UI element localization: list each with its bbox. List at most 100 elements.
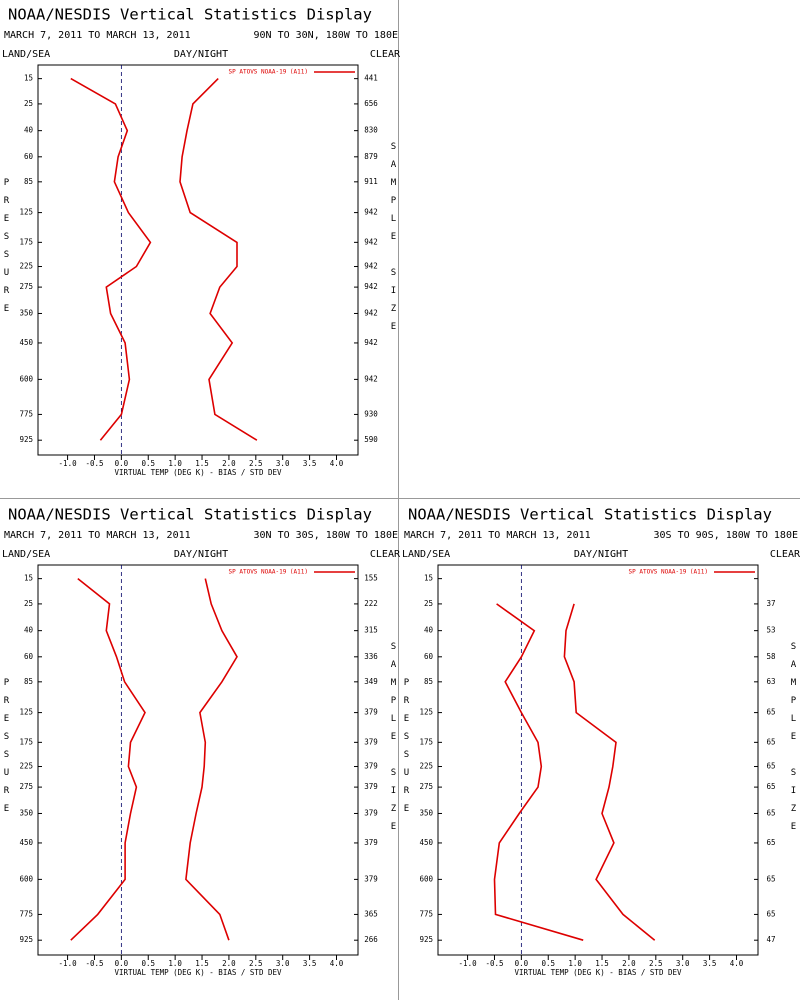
sample-size-label: 379	[364, 874, 378, 883]
sample-size-label: 942	[364, 262, 378, 271]
sample-size-label: 942	[364, 308, 378, 317]
y-tick-label: 60	[24, 152, 34, 161]
y-tick-label: 25	[24, 599, 33, 608]
x-tick-label: 3.0	[676, 959, 690, 968]
sample-size-label: 911	[364, 177, 378, 186]
left-label: LAND/SEA	[402, 549, 450, 560]
x-tick-label: 1.0	[168, 459, 182, 468]
sample-size-label: 590	[364, 435, 378, 444]
sample-size-label: 47	[766, 935, 775, 944]
sample-size-label: 656	[364, 99, 378, 108]
panel: NOAA/NESDIS Vertical Statistics Display M…	[2, 506, 401, 978]
x-tick-label: 3.0	[276, 459, 290, 468]
left-label: LAND/SEA	[2, 549, 50, 560]
x-tick-label: 0.5	[541, 959, 555, 968]
y-tick-label: 275	[419, 782, 433, 791]
data-line	[179, 78, 258, 441]
sample-size-label: 65	[766, 808, 775, 817]
x-axis-label: VIRTUAL TEMP (DEG K) - BIAS / STD DEV	[114, 968, 282, 977]
x-tick-label: 1.5	[195, 959, 209, 968]
sample-size-label: 942	[364, 374, 378, 383]
legend-label: SP ATOVS NOAA-19 (A11)	[629, 569, 708, 576]
sample-size-label: 65	[766, 838, 775, 847]
sample-size-label: 942	[364, 282, 378, 291]
region: 30N TO 30S, 180W TO 180E	[254, 530, 399, 541]
x-tick-label: 3.5	[703, 959, 717, 968]
x-tick-label: 2.0	[622, 959, 636, 968]
x-tick-label: 3.5	[303, 959, 317, 968]
subtitle: MARCH 7, 2011 TO MARCH 13, 2011	[4, 530, 191, 541]
plot-frame	[437, 564, 759, 956]
y-tick-label: 600	[19, 374, 33, 383]
y-tick-label: 350	[19, 808, 33, 817]
y-tick-label: 85	[24, 177, 33, 186]
y-tick-label: 925	[19, 435, 33, 444]
sample-size-label: 379	[364, 782, 378, 791]
x-tick-label: 2.0	[222, 959, 236, 968]
y-tick-label: 775	[419, 909, 433, 918]
x-tick-label: 3.5	[303, 459, 317, 468]
y-tick-label: 225	[19, 762, 33, 771]
sample-size-label: 336	[364, 652, 378, 661]
x-tick-label: -1.0	[59, 459, 78, 468]
sample-size-label: 63	[766, 677, 775, 686]
left-label: LAND/SEA	[2, 49, 50, 60]
x-tick-label: -0.5	[85, 959, 103, 968]
y-tick-label: 125	[19, 208, 33, 217]
y-tick-label: 450	[419, 838, 433, 847]
y-tick-label: 450	[19, 838, 33, 847]
y-tick-label: 125	[19, 708, 33, 717]
y-tick-label: 175	[19, 737, 33, 746]
sample-size-label: 441	[364, 74, 378, 83]
x-tick-label: -0.5	[85, 459, 103, 468]
sample-size-label: 879	[364, 152, 378, 161]
y-tick-label: 60	[424, 652, 434, 661]
title: NOAA/NESDIS Vertical Statistics Display	[8, 6, 372, 24]
y-tick-label: 925	[19, 935, 33, 944]
legend-label: SP ATOVS NOAA-19 (A11)	[229, 69, 308, 76]
y-tick-label: 40	[424, 626, 434, 635]
sample-size-label: 58	[766, 652, 776, 661]
x-tick-label: 4.0	[730, 959, 744, 968]
right-label: CLEAR	[370, 49, 401, 60]
center-label: DAY/NIGHT	[574, 549, 628, 560]
y-tick-label: 25	[424, 599, 433, 608]
legend-label: SP ATOVS NOAA-19 (A11)	[229, 569, 308, 576]
y-axis-label: PRESSURE	[2, 178, 12, 322]
y-tick-label: 15	[424, 574, 433, 583]
x-tick-label: 0.5	[141, 959, 155, 968]
data-line	[493, 603, 584, 941]
sample-size-label: 315	[364, 626, 378, 635]
sample-size-label: 365	[364, 909, 378, 918]
region: 30S TO 90S, 180W TO 180E	[654, 530, 799, 541]
y-tick-label: 450	[19, 338, 33, 347]
x-tick-label: 0.5	[141, 459, 155, 468]
right-label: CLEAR	[370, 549, 401, 560]
x-tick-label: 0.0	[515, 959, 529, 968]
panel: NOAA/NESDIS Vertical Statistics Display M…	[402, 506, 800, 978]
y-tick-label: 775	[19, 409, 33, 418]
x-tick-label: 2.0	[222, 459, 236, 468]
sample-size-label: 830	[364, 126, 378, 135]
y-tick-label: 15	[24, 574, 33, 583]
y-tick-label: 175	[19, 237, 33, 246]
y-tick-label: 60	[24, 652, 34, 661]
data-line	[563, 603, 656, 941]
sample-size-label: 222	[364, 599, 378, 608]
y-tick-label: 350	[19, 308, 33, 317]
y-tick-label: 15	[24, 74, 33, 83]
y-tick-label: 25	[24, 99, 33, 108]
y-tick-label: 85	[24, 677, 33, 686]
x-tick-label: -1.0	[59, 959, 78, 968]
data-line	[70, 577, 146, 941]
data-line	[70, 77, 152, 441]
x-tick-label: -0.5	[485, 959, 503, 968]
y2-axis-label: SAMPLE SIZE	[389, 642, 399, 840]
title: NOAA/NESDIS Vertical Statistics Display	[8, 506, 372, 524]
x-tick-label: 3.0	[276, 959, 290, 968]
sample-size-label: 930	[364, 409, 378, 418]
x-tick-label: 1.5	[195, 459, 209, 468]
sample-size-label: 65	[766, 737, 775, 746]
